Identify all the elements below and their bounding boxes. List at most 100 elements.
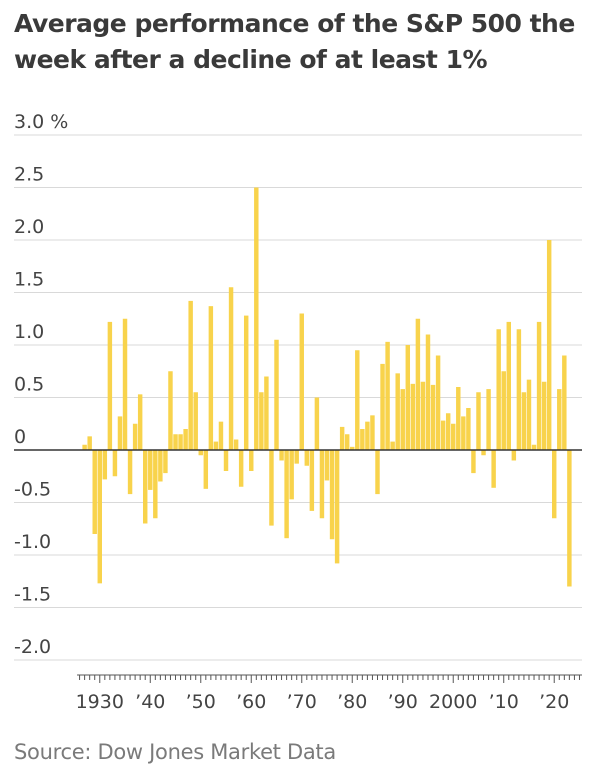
y-tick-label: 0	[14, 426, 26, 448]
bar	[309, 450, 315, 511]
y-tick-label: 1.0	[14, 321, 44, 343]
bar	[233, 439, 239, 450]
bar	[102, 450, 108, 480]
bar	[107, 321, 113, 450]
bar	[516, 329, 522, 450]
bar	[365, 421, 370, 450]
bar	[228, 287, 234, 450]
bar	[425, 334, 431, 450]
bar	[122, 318, 128, 450]
y-tick-label: 3.0 %	[14, 111, 68, 133]
bar	[390, 441, 395, 450]
bar	[511, 450, 517, 461]
bar	[213, 441, 219, 450]
bar	[274, 339, 279, 450]
bar	[198, 450, 203, 456]
bar	[405, 345, 411, 450]
bar	[319, 450, 325, 519]
bar	[476, 392, 481, 450]
x-tick-label: ’60	[236, 691, 266, 713]
bar	[329, 450, 335, 540]
y-tick-label: -1.0	[14, 531, 51, 553]
bar	[491, 450, 496, 488]
bar	[521, 392, 527, 450]
bar	[294, 450, 299, 464]
bar	[471, 450, 476, 474]
bar	[87, 436, 92, 450]
bar	[334, 450, 340, 564]
bar	[97, 450, 102, 584]
x-tick-label: ’20	[539, 691, 569, 713]
y-tick-label: 2.0	[14, 216, 44, 238]
bar	[254, 187, 259, 450]
x-tick-label: ’70	[287, 691, 317, 713]
x-tick-label: ’90	[388, 691, 418, 713]
x-tick-label: 2000	[429, 691, 477, 713]
bar	[173, 434, 178, 450]
bar	[188, 300, 193, 450]
y-tick-label: 1.5	[14, 269, 44, 291]
source-note: Source: Dow Jones Market Data	[14, 740, 336, 764]
bar	[112, 450, 118, 477]
bar	[506, 321, 512, 450]
y-tick-label: -0.5	[14, 479, 51, 501]
bar	[360, 429, 365, 450]
bar	[324, 450, 330, 481]
bar	[279, 450, 284, 461]
x-tick-label: ’40	[135, 691, 165, 713]
bar	[339, 426, 345, 450]
bar	[557, 389, 562, 450]
bar	[481, 450, 486, 456]
y-axis-labels: 3.0 % 2.5 2.0 1.5 1.0 0.5 0 -0.5 -1.0 -1.5 -2.0	[14, 111, 68, 658]
bar	[380, 363, 385, 450]
bar	[137, 394, 143, 450]
bar	[461, 416, 466, 450]
bar	[546, 240, 552, 450]
bar	[552, 450, 557, 519]
bar	[168, 371, 173, 450]
bar	[350, 446, 355, 450]
bar	[344, 434, 350, 450]
bar	[238, 450, 244, 487]
bar	[456, 387, 461, 450]
bar	[541, 381, 547, 450]
bar	[259, 392, 264, 450]
bar	[400, 389, 405, 450]
bar	[370, 415, 375, 450]
bar	[445, 413, 451, 450]
bar	[395, 373, 400, 450]
bar	[385, 341, 390, 450]
bar	[496, 329, 501, 450]
bar	[430, 384, 436, 450]
bar	[153, 450, 158, 519]
bar	[269, 450, 274, 526]
bar	[567, 450, 572, 587]
bar	[284, 450, 289, 539]
bar	[466, 408, 471, 450]
bar	[158, 450, 163, 482]
bar	[562, 355, 567, 450]
bar	[451, 423, 456, 450]
bar	[193, 392, 198, 450]
bar	[531, 444, 537, 450]
bar	[82, 444, 87, 450]
bar	[203, 450, 209, 489]
bar	[208, 306, 214, 450]
y-tick-label: 0.5	[14, 374, 44, 396]
x-tick-label: ’80	[337, 691, 367, 713]
bar	[117, 416, 123, 450]
bar	[92, 450, 97, 534]
x-tick-label: 1930	[76, 691, 124, 713]
bar	[299, 313, 304, 450]
bar	[178, 434, 183, 450]
bar	[223, 450, 229, 471]
bar	[355, 350, 360, 450]
bar	[243, 315, 249, 450]
bar	[163, 450, 168, 474]
bar	[536, 321, 542, 450]
bar	[440, 420, 446, 450]
bar	[415, 318, 421, 450]
bar	[501, 371, 506, 450]
bar	[264, 376, 269, 450]
